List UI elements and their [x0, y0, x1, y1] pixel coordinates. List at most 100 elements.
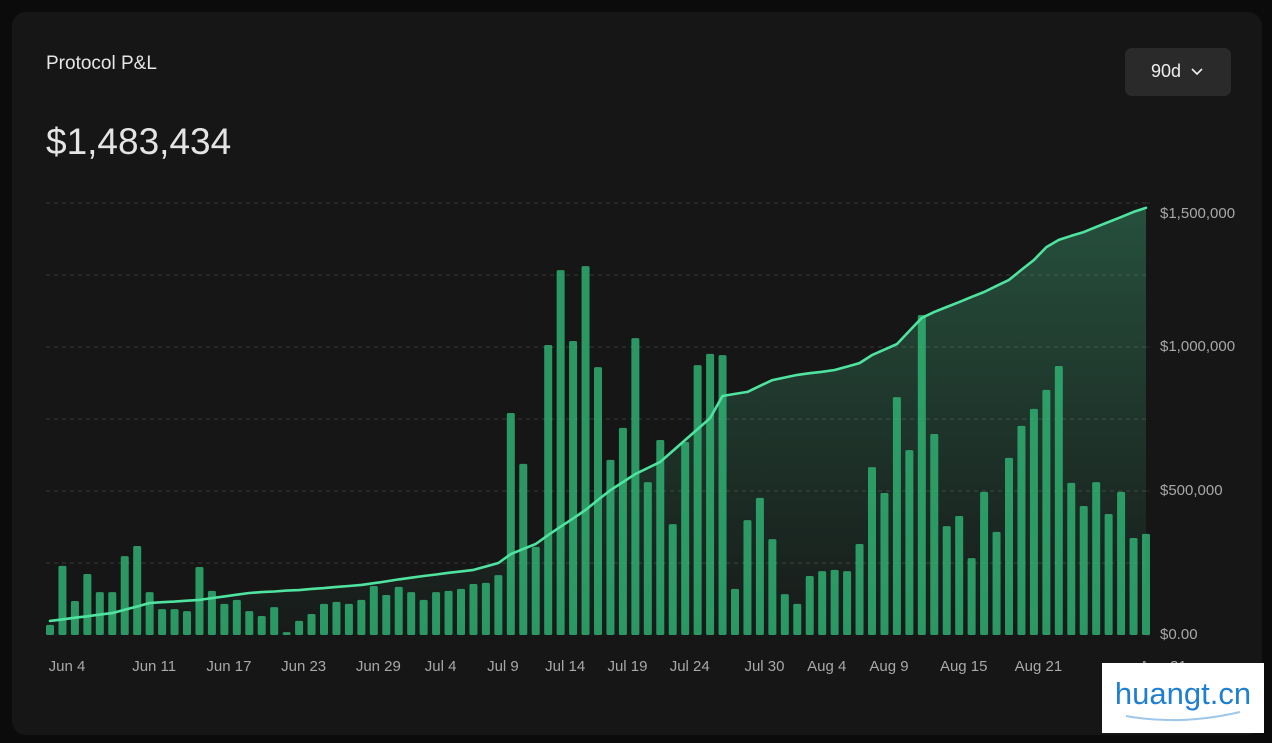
- bar: [407, 592, 416, 635]
- bar: [668, 524, 677, 635]
- bar: [967, 558, 976, 635]
- bar: [145, 592, 154, 635]
- x-tick-label: Jun 17: [206, 658, 251, 675]
- y-tick-label: $0.00: [1160, 626, 1198, 643]
- plot: $0.00 $500,000 $1,000,000 $1,500,000 Jun 4 Ju…: [46, 202, 1235, 675]
- x-tick-label: Jun 4: [49, 658, 86, 675]
- bar: [1142, 533, 1150, 635]
- bar: [1042, 389, 1051, 635]
- bar: [681, 442, 690, 635]
- x-tick-label: Aug 15: [940, 658, 988, 675]
- bar: [1079, 505, 1088, 635]
- bar: [743, 520, 752, 635]
- bar: [432, 592, 441, 635]
- bar: [1067, 482, 1076, 635]
- x-tick-label: Jul 19: [607, 658, 647, 675]
- bar: [1129, 537, 1138, 635]
- bar: [643, 482, 652, 635]
- bar: [917, 315, 926, 635]
- bar: [1005, 457, 1013, 635]
- bar: [369, 586, 378, 635]
- bar: [220, 603, 229, 635]
- bar: [793, 603, 802, 635]
- bar: [656, 440, 665, 635]
- bar: [58, 565, 67, 635]
- y-tick-label: $1,500,000: [1160, 205, 1235, 222]
- bar: [855, 543, 864, 635]
- bar: [382, 594, 391, 635]
- x-tick-label: Jun 23: [281, 658, 326, 675]
- bar: [332, 601, 341, 635]
- bar: [183, 611, 191, 635]
- bar: [980, 491, 989, 635]
- dropdown-button[interactable]: [1125, 48, 1231, 96]
- bar: [257, 615, 266, 635]
- bar: [606, 459, 615, 635]
- bar: [992, 531, 1001, 635]
- y-tick-label: $1,000,000: [1160, 338, 1235, 355]
- bar: [930, 433, 939, 635]
- x-tick-label: Jul 4: [425, 658, 457, 675]
- bar: [805, 575, 814, 635]
- chevron-icon[interactable]: [1191, 68, 1203, 76]
- x-tick-label: Jun 11: [132, 658, 176, 675]
- bar: [955, 516, 964, 635]
- bar: [755, 497, 764, 635]
- bar: [307, 613, 316, 635]
- x-tick-label: Aug 4: [807, 658, 846, 675]
- bar: [506, 412, 515, 635]
- bar: [556, 270, 565, 635]
- bar: [158, 609, 167, 635]
- bar: [457, 588, 465, 635]
- bar: [780, 594, 789, 635]
- bar: [419, 599, 428, 635]
- x-tick-label: Jul 14: [545, 658, 585, 675]
- bar: [444, 590, 453, 635]
- watermark-text: huangt.cn: [1115, 676, 1251, 711]
- bar: [1104, 514, 1113, 635]
- bar: [344, 603, 353, 635]
- headline-value: $1,483,434: [46, 121, 231, 162]
- bar: [133, 546, 142, 635]
- bar: [357, 599, 366, 635]
- bar: [618, 427, 627, 635]
- bar: [245, 611, 254, 635]
- x-tick-label: Jul 9: [487, 658, 519, 675]
- x-tick-label: Jul 24: [670, 658, 710, 675]
- bar: [905, 450, 914, 635]
- dropdown-label[interactable]: 90d: [1151, 61, 1181, 81]
- bar: [1017, 425, 1026, 635]
- bar: [295, 620, 304, 635]
- bar: [232, 599, 241, 635]
- bar: [880, 493, 889, 635]
- bar: [818, 571, 827, 635]
- x-tick-label: Jul 30: [744, 658, 784, 675]
- bar: [544, 344, 553, 635]
- range-dropdown[interactable]: 90d: [1125, 48, 1231, 96]
- bar: [693, 365, 702, 635]
- bar: [581, 266, 590, 635]
- bar: [531, 546, 540, 635]
- bar: [469, 584, 478, 635]
- bar: [494, 575, 503, 635]
- bar: [892, 397, 901, 635]
- bar: [394, 586, 403, 635]
- y-tick-label: $500,000: [1160, 482, 1223, 499]
- bar: [718, 355, 727, 635]
- watermark-box: [1102, 663, 1264, 733]
- bar: [282, 632, 291, 635]
- bar: [270, 607, 279, 635]
- bar: [731, 588, 739, 635]
- watermark: huangt.cn: [1102, 663, 1264, 733]
- bar: [631, 338, 640, 635]
- card-title: Protocol P&L: [46, 53, 157, 74]
- bar: [1054, 366, 1063, 635]
- bar: [942, 526, 951, 635]
- bar: [46, 624, 54, 635]
- bar: [706, 353, 715, 635]
- bar: [1092, 482, 1101, 635]
- watermark-swoosh: [1125, 711, 1241, 722]
- bar: [207, 590, 216, 635]
